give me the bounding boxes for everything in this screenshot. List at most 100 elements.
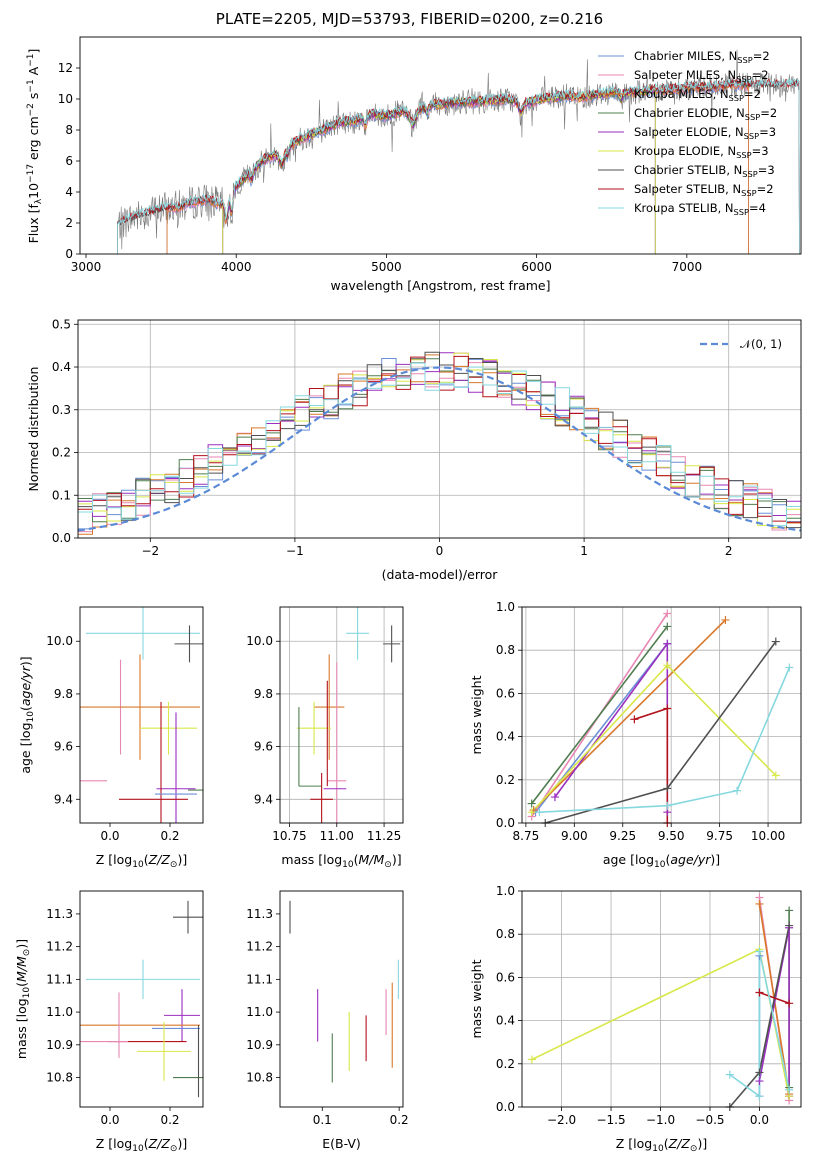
y-tick-label: 0.4 — [496, 730, 515, 744]
label-part: =2 — [753, 49, 770, 63]
label-part: age/yr — [670, 852, 711, 867]
y-tick-label: 9.4 — [54, 792, 73, 806]
legend-entry: Kroupa ELODIE, NSSP=3 — [634, 144, 769, 160]
label-part: Salpeter MILES, N — [634, 68, 736, 82]
y-axis-label: Normed distribution — [26, 367, 41, 492]
histogram-chabrier-stelib — [78, 351, 801, 529]
y-tick-label: 8 — [65, 123, 73, 137]
x-tick-label: 0.2 — [390, 1113, 409, 1127]
series-line-chabrier-stelib — [544, 641, 777, 823]
marker-plus — [785, 906, 794, 915]
marker-plus — [771, 771, 780, 780]
label-part: )] — [710, 852, 720, 867]
label-part: =3 — [759, 125, 776, 139]
marker-plus — [663, 622, 672, 631]
axes-z-weight: −2.0 −1.5 −1.0 −0.5 0.0 0.0 0.2 0.4 0.6 0.8 1.0 Z [… — [469, 884, 802, 1154]
marker-plus — [535, 808, 544, 817]
label-part: Flux [f — [26, 204, 41, 244]
marker-plus — [785, 921, 794, 930]
label-part: s — [26, 93, 41, 104]
marker-plus — [663, 704, 672, 713]
x-tick-label: 0.1 — [313, 1113, 332, 1127]
plot-area-age-weight — [522, 607, 801, 823]
label-part: Z [log — [96, 1136, 132, 1151]
label-part: Chabrier ELODIE, N — [634, 106, 745, 120]
x-axis-label: wavelength [Angstrom, rest frame] — [330, 278, 550, 293]
label-part: )] — [392, 852, 402, 867]
x-axis-label: E(B-V) — [322, 1136, 361, 1151]
label-part: ( — [144, 1136, 149, 1151]
label-part: SSP — [744, 131, 759, 141]
x-axis-label: Z [log10(Z/Z⊙)] — [96, 852, 187, 870]
y-tick-label: 0.5 — [52, 317, 71, 331]
marker-plus — [755, 1077, 764, 1086]
marker-plus — [630, 715, 639, 724]
label-part: ⊙ — [170, 860, 178, 870]
x-tick-label: 9.00 — [561, 829, 588, 843]
label-part: ( — [18, 706, 33, 711]
y-tick-label: 10.8 — [46, 1071, 73, 1085]
x-tick-label: −2.0 — [547, 1113, 576, 1127]
series-model-salpeter-elodie — [222, 86, 656, 254]
x-tick-label: 9.25 — [609, 829, 636, 843]
y-tick-label: 10.0 — [246, 634, 273, 648]
label-part: 10 — [132, 860, 144, 870]
label-part: )] — [18, 656, 33, 666]
marker-plus — [725, 1070, 734, 1079]
y-tick-label: 11.3 — [46, 907, 73, 921]
x-tick-label: 0.0 — [100, 829, 119, 843]
x-tick-label: 4000 — [221, 260, 252, 274]
label-part: SSP — [742, 169, 757, 179]
series-line-salpeter-stelib — [759, 991, 790, 1005]
plot-area-mass-age — [280, 607, 403, 823]
marker-plus — [663, 661, 672, 670]
label-part: −17 — [26, 164, 36, 183]
y-tick-label: 9.8 — [54, 687, 73, 701]
label-part: 10 — [26, 183, 41, 199]
label-part: SSP — [736, 150, 751, 160]
x-tick-label: −0.5 — [695, 1113, 724, 1127]
label-part: M/M — [359, 852, 385, 867]
label-part: −1 — [26, 54, 36, 67]
y-tick-label: 9.6 — [254, 740, 273, 754]
x-axis-label: Z [log10(Z/Z⊙)] — [96, 1136, 187, 1154]
y-tick-label: 0.0 — [496, 1100, 515, 1114]
label-part: SSP — [737, 55, 752, 65]
y-tick-label: 0.0 — [52, 531, 71, 545]
plot-area-ebv-mass — [289, 900, 399, 1083]
y-tick-label: 1.0 — [496, 600, 515, 614]
axes-z-mass: 0.0 0.210.810.911.011.111.211.3Z [log10(Z… — [14, 890, 204, 1154]
label-part: )] — [14, 939, 29, 949]
axes-frame — [521, 606, 802, 824]
x-tick-label: 11.00 — [320, 829, 354, 843]
label-part: Z/Z — [148, 852, 171, 867]
y-tick-label: 9.6 — [54, 740, 73, 754]
marker-plus — [755, 947, 764, 956]
label-part: SSP — [745, 112, 760, 122]
label-part: Z [log — [616, 1136, 652, 1151]
label-part: −1 — [26, 79, 36, 92]
label-part: erg cm — [26, 116, 41, 164]
label-part: =2 — [757, 182, 774, 196]
y-tick-label: 9.4 — [254, 792, 273, 806]
label-part: =2 — [752, 68, 769, 82]
x-tick-label: 10.00 — [751, 829, 785, 843]
legend-entry: Chabrier MILES, NSSP=2 — [634, 49, 770, 65]
label-part: ( — [354, 852, 359, 867]
axes-residuals: −2 −1 0 1 2 0.0 0.1 0.2 0.3 0.4 0.5 (data-model)/er… — [26, 317, 802, 582]
label-part: SSP — [734, 207, 749, 217]
label-part: age [log — [603, 852, 654, 867]
y-tick-label: 0.6 — [496, 686, 515, 700]
x-tick-label: 8.75 — [513, 829, 540, 843]
label-part: ⊙ — [170, 1144, 178, 1154]
label-part: −2 — [26, 103, 36, 116]
y-axis-label: mass weight — [469, 675, 484, 754]
y-tick-label: 11.2 — [246, 940, 273, 954]
y-tick-label: 0.2 — [496, 1057, 515, 1071]
y-tick-label: 4 — [65, 185, 73, 199]
plot-area-spectrum — [117, 49, 800, 254]
axes-z-age: 0.0 0.29.49.69.810.0Z [log10(Z/Z⊙)]age [l… — [18, 606, 204, 870]
x-tick-label: 1 — [580, 544, 588, 558]
